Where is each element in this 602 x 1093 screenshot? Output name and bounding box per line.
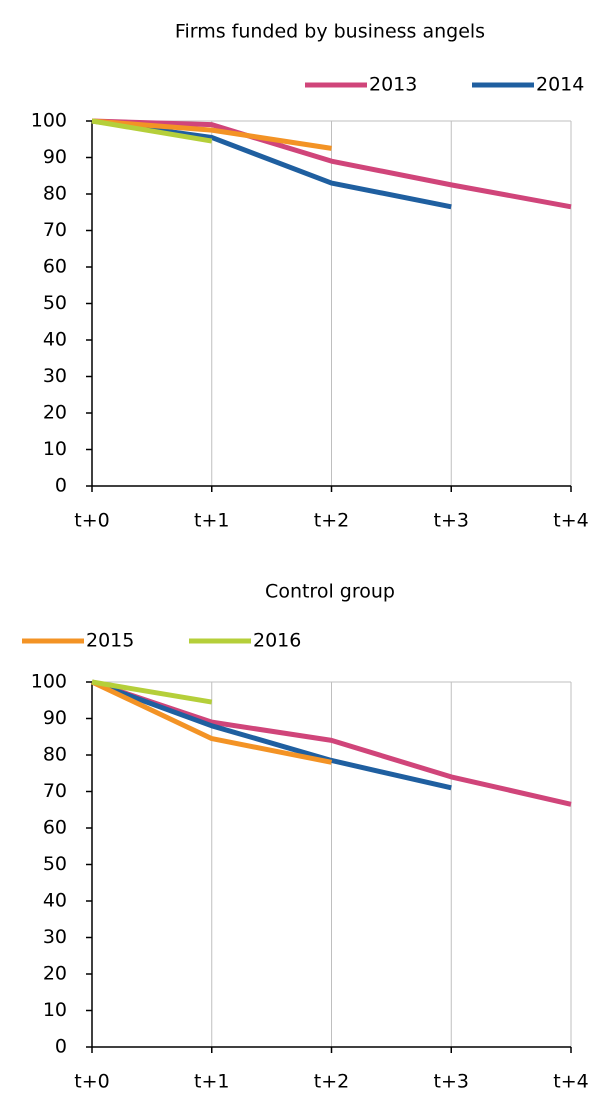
- y-tick-label: 20: [43, 963, 67, 985]
- y-tick-label: 30: [43, 365, 67, 387]
- series-line: [91, 679, 452, 791]
- series-line: [90, 679, 332, 765]
- x-tick-label: t+2: [314, 510, 349, 532]
- y-tick-label: 80: [43, 183, 67, 205]
- y-tick-label: 40: [43, 329, 67, 351]
- y-tick-label: 30: [43, 926, 67, 948]
- y-tick-label: 60: [43, 256, 67, 278]
- y-tick-label: 70: [43, 780, 67, 802]
- y-tick-label: 50: [43, 292, 67, 314]
- y-tick-label: 90: [43, 707, 67, 729]
- y-tick-label: 100: [31, 671, 67, 693]
- y-tick-label: 10: [43, 999, 67, 1021]
- chart-title: Control group: [265, 581, 395, 603]
- y-tick-label: 60: [43, 817, 67, 839]
- legend-label: 2013: [369, 74, 417, 96]
- y-tick-label: 70: [43, 219, 67, 241]
- series-line: [91, 118, 332, 151]
- y-tick-label: 40: [43, 890, 67, 912]
- series-line: [91, 679, 213, 705]
- x-tick-label: t+3: [434, 1071, 469, 1093]
- y-tick-label: 0: [55, 1036, 67, 1058]
- y-tick-label: 10: [43, 438, 67, 460]
- x-tick-label: t+3: [434, 510, 469, 532]
- x-tick-label: t+4: [553, 1071, 588, 1093]
- x-tick-label: t+4: [553, 510, 588, 532]
- y-tick-label: 0: [55, 475, 67, 497]
- legend-label: 2014: [536, 74, 584, 96]
- y-tick-label: 50: [43, 853, 67, 875]
- x-tick-label: t+0: [74, 1071, 109, 1093]
- series-line: [91, 118, 572, 210]
- x-tick-label: t+2: [314, 1071, 349, 1093]
- chart-title: Firms funded by business angels: [175, 21, 485, 43]
- legend-label: 2016: [253, 630, 301, 652]
- series-line: [91, 118, 452, 210]
- x-tick-label: t+1: [194, 1071, 229, 1093]
- y-tick-label: 90: [43, 146, 67, 168]
- y-tick-label: 80: [43, 744, 67, 766]
- x-tick-label: t+1: [194, 510, 229, 532]
- x-tick-label: t+0: [74, 510, 109, 532]
- series-line: [91, 118, 213, 144]
- y-tick-label: 20: [43, 402, 67, 424]
- y-tick-label: 100: [31, 110, 67, 132]
- legend-label: 2015: [86, 630, 134, 652]
